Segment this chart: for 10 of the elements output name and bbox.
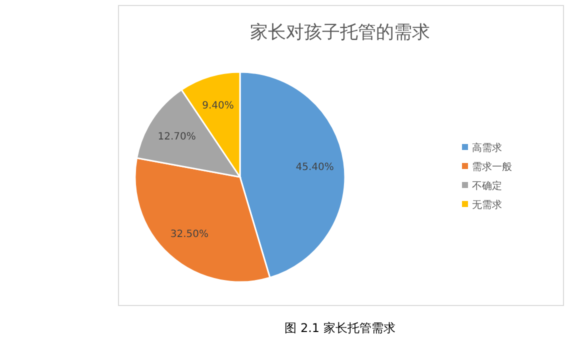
data-label: 12.70% <box>158 131 196 142</box>
legend-label: 不确定 <box>472 180 502 192</box>
caption: 图 2.1 家长托管需求 <box>284 321 396 335</box>
data-label: 32.50% <box>170 229 209 240</box>
legend-label: 需求一般 <box>472 161 512 173</box>
data-label: 45.40% <box>296 162 334 174</box>
data-label: 9.40% <box>202 100 234 112</box>
legend-label: 无需求 <box>472 199 502 211</box>
legend-label: 高需求 <box>472 142 502 154</box>
chart-title: 家长对孩子托管的需求 <box>250 22 430 43</box>
